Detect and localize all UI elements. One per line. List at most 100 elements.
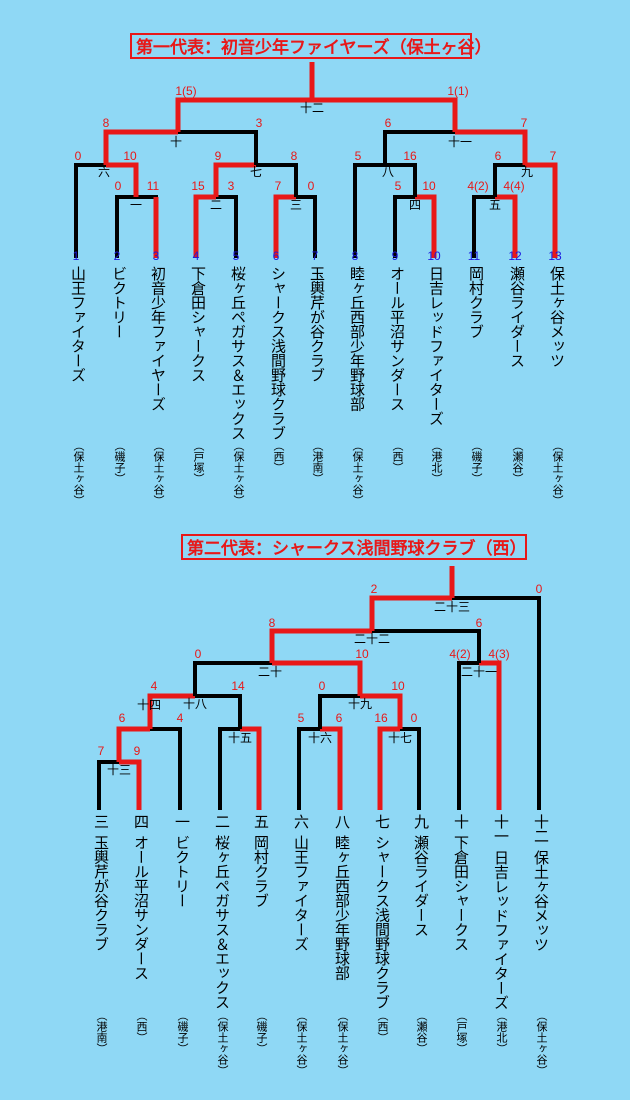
score-label: 4 xyxy=(177,711,184,725)
winner-path xyxy=(213,162,256,197)
match-number: 二十一 xyxy=(461,665,497,679)
score-label: 0 xyxy=(195,647,202,661)
team-seed-label: 十一 xyxy=(492,814,510,843)
team-name: シャークス浅間野球クラブ xyxy=(373,835,391,1009)
match-number: 十八 xyxy=(183,697,207,711)
score-label: 3 xyxy=(256,116,263,130)
winner-path xyxy=(240,726,262,810)
score-label: 4(2) xyxy=(449,647,470,661)
winner-path xyxy=(272,660,363,696)
score-label: 9 xyxy=(215,149,222,163)
team-district: （港北） xyxy=(495,1010,508,1054)
score-label: 6 xyxy=(119,711,126,725)
team-name: オール平沼サンダース xyxy=(388,266,406,411)
seed-number: 1 xyxy=(73,249,80,263)
team-district: （港北） xyxy=(430,440,443,484)
score-label: 7 xyxy=(521,116,528,130)
seed-number: 10 xyxy=(427,249,441,263)
match-number: 十七 xyxy=(388,731,412,745)
team-district: （保土ヶ谷） xyxy=(551,440,564,506)
match-number: 四 xyxy=(409,198,421,212)
seed-number: 3 xyxy=(153,249,160,263)
score-label: 7 xyxy=(275,179,282,193)
team-name: 岡村クラブ xyxy=(467,266,485,339)
winner-path xyxy=(106,162,139,197)
score-label: 5 xyxy=(355,149,362,163)
team-name: ビクトリー xyxy=(110,266,128,339)
score-label: 9 xyxy=(134,744,141,758)
match-number: 二十三 xyxy=(434,600,470,614)
team-district: （港南） xyxy=(311,440,324,484)
team-name: 保土ヶ谷メッツ xyxy=(532,850,550,952)
score-label: 8 xyxy=(291,149,298,163)
score-label: 5 xyxy=(298,711,305,725)
team-district: （保土ヶ谷） xyxy=(336,1010,349,1076)
team-seed-label: 三 xyxy=(92,814,110,829)
match-number: 六 xyxy=(98,165,110,179)
team-seed-label: 一 xyxy=(173,814,191,829)
team-district: （磯子） xyxy=(470,440,483,484)
winner-path xyxy=(175,97,312,132)
team-name: 下倉田シャークス xyxy=(452,835,470,951)
score-label: 0 xyxy=(308,179,315,193)
score-label: 0 xyxy=(115,179,122,193)
team-district: （保土ヶ谷） xyxy=(295,1010,308,1076)
team-name: 瀬谷ライダース xyxy=(508,266,526,368)
score-label: 4 xyxy=(151,679,158,693)
winner-path xyxy=(116,726,150,762)
seed-number: 5 xyxy=(233,249,240,263)
team-seed-label: 二 xyxy=(213,814,231,829)
team-district: （西） xyxy=(376,1010,389,1043)
team-district: （西） xyxy=(135,1010,148,1043)
winner-path xyxy=(360,693,403,729)
team-name: 桜ヶ丘ペガサス＆エックス xyxy=(213,835,231,1009)
team-name: 保土ヶ谷メッツ xyxy=(548,266,566,368)
score-label: 8 xyxy=(103,116,110,130)
score-label: 8 xyxy=(269,616,276,630)
match-number: 九 xyxy=(521,165,533,179)
team-name: 日吉レッドファイターズ xyxy=(492,850,510,1010)
winner-path xyxy=(377,726,400,810)
team-name: 初音少年ファイヤーズ xyxy=(149,266,167,411)
match-number: 十六 xyxy=(308,731,332,745)
team-district: （磯子） xyxy=(255,1010,268,1054)
team-seed-label: 四 xyxy=(132,814,150,829)
score-label: 16 xyxy=(403,149,417,163)
team-district: （保土ヶ谷） xyxy=(72,440,85,506)
team-district: （港南） xyxy=(95,1010,108,1054)
score-label: 14 xyxy=(231,679,245,693)
match-number: 十九 xyxy=(348,697,372,711)
score-label: 3 xyxy=(228,179,235,193)
seed-number: 2 xyxy=(114,249,121,263)
bracket1-diagram: 一二三四五六七八九十 十一十二0 100 11 15 3 7 05 165 10 4(2) 4(4)6… xyxy=(73,62,562,263)
score-label: 11 xyxy=(147,179,160,193)
score-label: 6 xyxy=(385,116,392,130)
team-district: （磯子） xyxy=(176,1010,189,1054)
team-seed-label: 十二 xyxy=(532,814,550,843)
winner-path xyxy=(369,595,452,631)
team-name: 桜ヶ丘ペガサス＆エックス xyxy=(229,266,247,440)
score-label: 10 xyxy=(391,679,405,693)
match-number: 三 xyxy=(290,198,302,212)
match-number: 十三 xyxy=(107,763,131,777)
team-seed-label: 九 xyxy=(412,814,430,829)
team-seed-label: 六 xyxy=(292,814,310,829)
team-name: 山王ファイターズ xyxy=(69,266,87,382)
match-number: 十五 xyxy=(228,731,252,745)
match-number: 八 xyxy=(382,165,394,179)
score-label: 1(5) xyxy=(175,84,196,98)
seed-number: 11 xyxy=(468,249,481,263)
seed-number: 6 xyxy=(273,249,280,263)
match-number: 十四 xyxy=(137,698,161,712)
score-label: 4(2) xyxy=(467,179,488,193)
team-district: （保土ヶ谷） xyxy=(216,1010,229,1076)
team-seed-label: 七 xyxy=(373,814,391,829)
team-name: 睦ヶ丘西部少年野球部 xyxy=(348,266,366,411)
score-label: 4(3) xyxy=(488,647,509,661)
score-label: 10 xyxy=(422,179,436,193)
match-number: 十一 xyxy=(448,135,472,149)
winner-path xyxy=(119,759,142,810)
match-number: 十二 xyxy=(300,101,324,115)
winner-path xyxy=(273,194,296,258)
seed-number: 4 xyxy=(193,249,200,263)
